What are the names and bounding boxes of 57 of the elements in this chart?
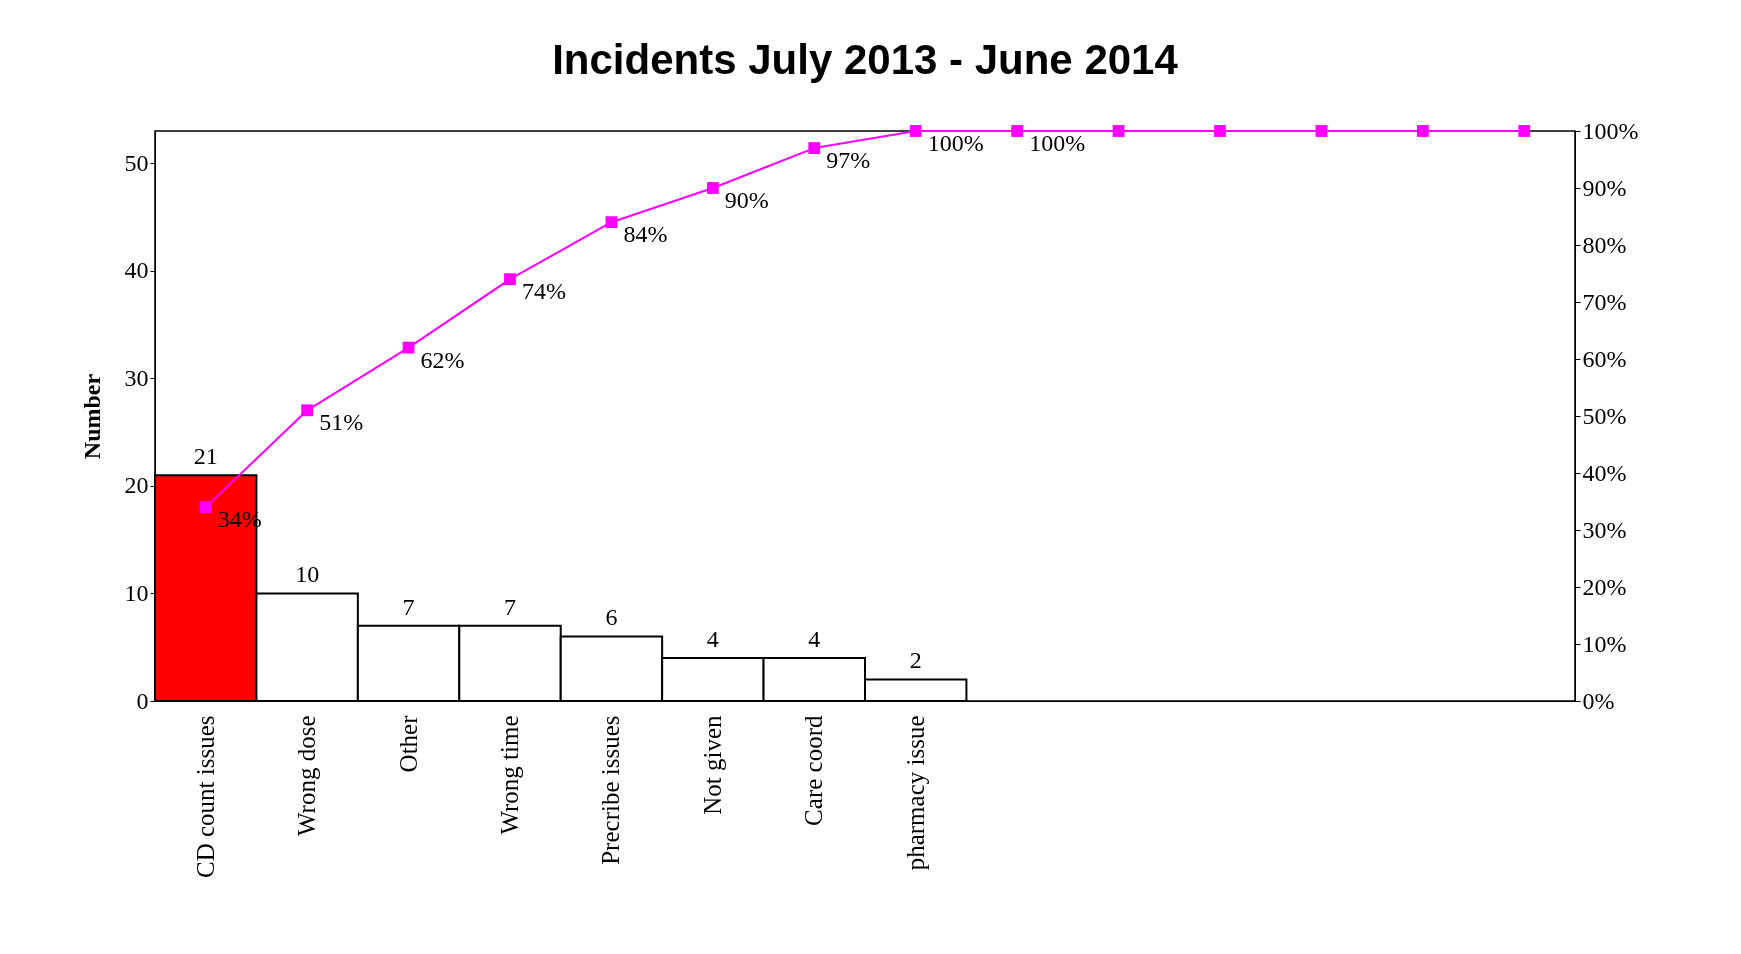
y2-tick-label: 50% bbox=[1582, 402, 1627, 429]
y2-tick-label: 30% bbox=[1582, 516, 1627, 543]
y2-tick-label: 60% bbox=[1582, 345, 1627, 372]
point bbox=[402, 341, 415, 354]
data-label: 7 bbox=[504, 593, 516, 620]
data-label: 84% bbox=[623, 221, 668, 248]
y-axis-title: Number bbox=[78, 373, 105, 460]
y2-tick-label: 40% bbox=[1582, 459, 1627, 486]
y2-tick-label: 20% bbox=[1582, 573, 1627, 600]
data-label: 4 bbox=[808, 625, 821, 652]
y-tick-label: 30 bbox=[124, 364, 149, 391]
x-tick-label: Precribe issues bbox=[597, 715, 625, 865]
point bbox=[1214, 125, 1226, 137]
y-tick-label: 50 bbox=[124, 149, 149, 176]
y2-tick-label: 90% bbox=[1582, 174, 1627, 201]
point bbox=[301, 404, 314, 417]
data-label: 4 bbox=[706, 625, 719, 652]
data-label: 6 bbox=[605, 604, 618, 631]
point bbox=[1315, 125, 1328, 137]
y2-tick-label: 100% bbox=[1582, 117, 1639, 144]
data-label: 74% bbox=[522, 278, 566, 305]
point bbox=[909, 125, 922, 137]
y2-tick-label: 10% bbox=[1582, 630, 1627, 657]
point bbox=[1416, 125, 1429, 137]
chart-title: Incidents July 2013 - June 2014 bbox=[552, 36, 1179, 83]
x-tick-label: Wrong dose bbox=[293, 715, 321, 836]
x-tick-label: Not given bbox=[698, 715, 726, 815]
data-label: 100% bbox=[1029, 130, 1086, 156]
data-label: 97% bbox=[826, 147, 871, 174]
y-tick-label: 20 bbox=[124, 472, 149, 499]
point bbox=[199, 501, 212, 514]
point bbox=[808, 142, 821, 155]
x-tick-label: CD count issues bbox=[191, 715, 219, 878]
point bbox=[1518, 125, 1531, 137]
data-label: 62% bbox=[420, 346, 465, 373]
data-label: 21 bbox=[193, 443, 218, 470]
data-label: 10 bbox=[295, 561, 320, 588]
y-tick-label: 10 bbox=[124, 579, 149, 606]
y-tick-label: 0 bbox=[136, 687, 149, 714]
y2-tick-label: 70% bbox=[1582, 288, 1627, 315]
data-label: 51% bbox=[319, 409, 364, 436]
x-tick-label: Wrong time bbox=[496, 715, 523, 835]
x-tick-label: pharmacy issue bbox=[901, 715, 929, 871]
point bbox=[1112, 125, 1125, 137]
y2-tick-label: 80% bbox=[1582, 231, 1627, 258]
point bbox=[605, 216, 618, 229]
x-tick-label: Care coord bbox=[800, 715, 828, 826]
point bbox=[1011, 125, 1024, 137]
data-label: 90% bbox=[724, 187, 769, 213]
x-tick-label: Other bbox=[394, 714, 422, 773]
data-label: 2 bbox=[909, 647, 922, 674]
point bbox=[504, 273, 516, 286]
point bbox=[706, 182, 719, 194]
y-tick-label: 40 bbox=[124, 257, 149, 284]
data-label: 7 bbox=[402, 593, 415, 620]
y2-tick-label: 0% bbox=[1582, 687, 1615, 714]
data-label: 100% bbox=[927, 130, 984, 156]
